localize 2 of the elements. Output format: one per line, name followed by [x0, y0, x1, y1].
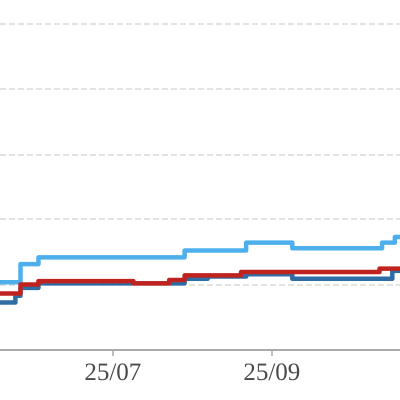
x-tick-label: 25/09 [243, 359, 300, 386]
x-tick-label: 25/07 [84, 359, 142, 386]
